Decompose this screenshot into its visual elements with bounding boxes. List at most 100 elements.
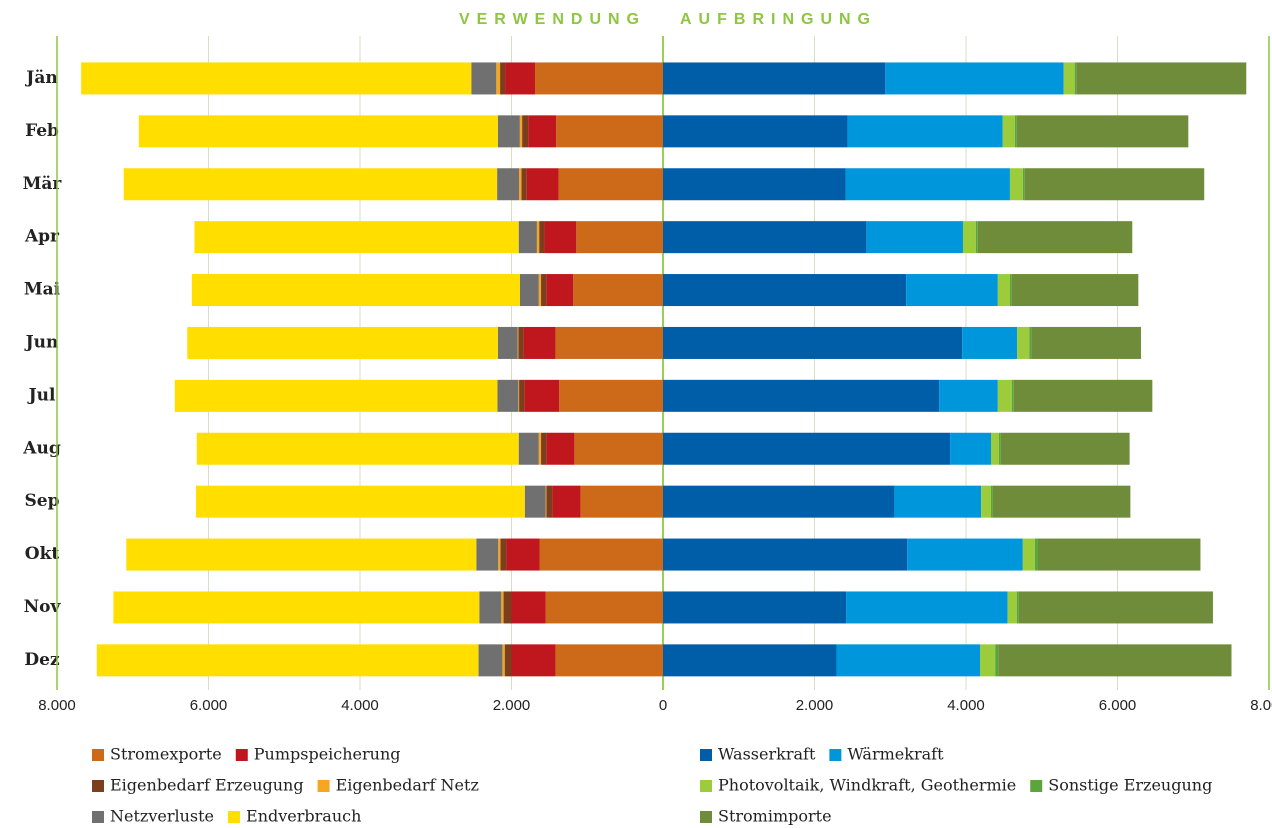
bar-segment [836, 644, 981, 677]
bar-segment [992, 485, 1131, 518]
bar-segment [191, 274, 520, 307]
bar-segment [541, 432, 547, 465]
bar-segment [559, 379, 663, 412]
x-tick-label: 4.000 [947, 697, 985, 714]
bar-segment [990, 432, 999, 465]
bar-segment [962, 326, 1018, 359]
category-label: Dez [24, 650, 60, 670]
bar-segment [885, 62, 1064, 95]
bar-segment [998, 644, 1232, 677]
legend-label: Endverbrauch [246, 807, 361, 826]
legend-label: Eigenbedarf Erzeugung [110, 776, 304, 795]
bar-segment [576, 221, 663, 254]
bar-segment [518, 221, 537, 254]
legend-swatch [700, 749, 712, 761]
x-tick-label: 8.000 [38, 697, 76, 714]
bar-segment [552, 485, 581, 518]
bar-segment [1037, 538, 1201, 571]
bar-segment [524, 485, 546, 518]
bar-segment [995, 644, 999, 677]
panel-title: VERWENDUNG [459, 11, 646, 28]
bar-segment [1063, 62, 1075, 95]
bar-segment [1011, 379, 1014, 412]
bar-segment [546, 432, 575, 465]
category-label: Mär [23, 174, 63, 194]
bar-segment [1013, 379, 1153, 412]
bar-segment [503, 591, 512, 624]
bar-segment [580, 485, 663, 518]
category-label: Apr [24, 227, 60, 247]
bar-segment [521, 168, 527, 201]
bar-segment [990, 485, 993, 518]
bar-segment [506, 538, 540, 571]
x-tick-label: 2.000 [493, 697, 531, 714]
legend-label: Netzverluste [110, 807, 214, 826]
bar-segment [663, 432, 951, 465]
bar-segment [500, 62, 506, 95]
bar-segment [498, 538, 501, 571]
bar-segment [504, 644, 512, 677]
bar-segment [538, 274, 542, 307]
x-tick-label: 4.000 [341, 697, 379, 714]
x-tick-label: 6.000 [190, 697, 228, 714]
legend-swatch [228, 811, 241, 823]
bar-segment [663, 274, 907, 307]
bar-segment [1009, 168, 1023, 201]
bar-segment [526, 168, 559, 201]
bar-segment [501, 591, 504, 624]
bar-segment [500, 538, 507, 571]
bar-segment [546, 485, 553, 518]
bar-segment [1076, 62, 1247, 95]
bar-segment [497, 379, 519, 412]
bar-segment [663, 221, 867, 254]
bar-segment [845, 168, 1010, 201]
bar-segment [497, 115, 520, 148]
legend-swatch [92, 811, 104, 823]
bar-segment [1022, 538, 1035, 571]
bar-segment [1034, 538, 1038, 571]
bar-segment [663, 644, 837, 677]
bar-segment [906, 274, 998, 307]
bar-segment [907, 538, 1023, 571]
bar-segment [496, 62, 501, 95]
category-label: Nov [24, 597, 62, 617]
bar-segment [1017, 326, 1030, 359]
bar-segment [962, 221, 976, 254]
bar-segment [522, 115, 529, 148]
bar-segment [519, 115, 523, 148]
bar-segment [544, 221, 577, 254]
bar-segment [1011, 274, 1139, 307]
bar-segment [1007, 591, 1017, 624]
bar-segment [126, 538, 477, 571]
bar-segment [663, 591, 847, 624]
bar-segment [518, 379, 520, 412]
legend-swatch [700, 811, 712, 823]
bar-segment [950, 432, 991, 465]
legend-swatch [1030, 780, 1043, 792]
bar-segment [1029, 326, 1032, 359]
bar-segment [1002, 115, 1015, 148]
bar-segment [519, 379, 525, 412]
bar-segment [1018, 591, 1213, 624]
bar-segment [980, 644, 996, 677]
bar-segment [511, 644, 556, 677]
bar-segment [1016, 115, 1189, 148]
bar-segment [1009, 274, 1012, 307]
bar-segment [545, 591, 663, 624]
bar-segment [123, 168, 498, 201]
bar-segment [573, 274, 663, 307]
legend-label: Sonstige Erzeugung [1048, 776, 1212, 795]
x-tick-label: 6.000 [1099, 697, 1137, 714]
bar-segment [539, 221, 545, 254]
bar-segment [574, 432, 663, 465]
bar-segment [546, 274, 574, 307]
bar-segment [558, 168, 663, 201]
bar-segment [502, 644, 505, 677]
bar-segment [478, 644, 503, 677]
bar-segment [866, 221, 963, 254]
bar-segment [1024, 168, 1205, 201]
bar-segment [663, 538, 908, 571]
category-label: Jun [24, 332, 59, 352]
bar-segment [1014, 115, 1017, 148]
bar-segment [555, 326, 663, 359]
